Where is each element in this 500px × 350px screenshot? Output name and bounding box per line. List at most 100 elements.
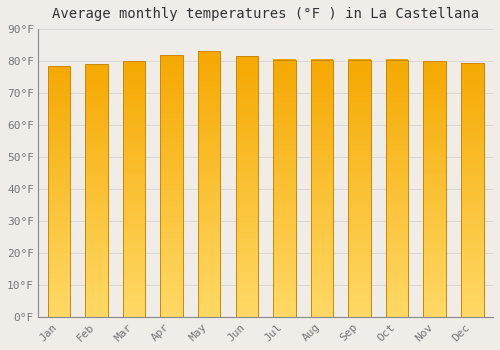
Bar (85, 235, 108, 237)
Bar (85, 186, 108, 187)
Bar (122, 169, 146, 170)
Bar (122, 205, 146, 206)
Bar (85, 85, 108, 86)
Bar (198, 62, 220, 63)
Bar (48, 159, 70, 160)
Bar (348, 312, 371, 314)
Bar (348, 118, 371, 119)
Bar (386, 158, 408, 159)
Bar (310, 209, 334, 210)
Bar (273, 155, 295, 156)
Bar (198, 284, 220, 286)
Bar (160, 210, 183, 211)
Bar (160, 267, 183, 269)
Bar (122, 267, 146, 269)
Bar (160, 110, 183, 111)
Bar (236, 195, 258, 196)
Bar (386, 107, 408, 108)
Bar (198, 212, 220, 214)
Bar (273, 78, 295, 79)
Bar (273, 151, 295, 152)
Bar (273, 201, 295, 203)
Bar (348, 61, 371, 62)
Bar (386, 92, 408, 93)
Bar (198, 214, 220, 215)
Bar (198, 122, 220, 123)
Bar (236, 271, 258, 272)
Bar (160, 169, 183, 170)
Bar (424, 178, 446, 179)
Bar (273, 93, 295, 95)
Bar (310, 114, 334, 115)
Bar (236, 148, 258, 149)
Bar (160, 91, 183, 93)
Bar (160, 257, 183, 258)
Bar (310, 210, 334, 212)
Bar (198, 90, 220, 91)
Bar (122, 97, 146, 98)
Bar (122, 89, 146, 91)
Bar (424, 101, 446, 102)
Bar (85, 286, 108, 287)
Bar (198, 232, 220, 234)
Bar (85, 111, 108, 112)
Bar (386, 190, 408, 191)
Bar (310, 182, 334, 183)
Bar (348, 111, 371, 112)
Bar (122, 151, 146, 152)
Bar (461, 191, 483, 193)
Bar (160, 165, 183, 166)
Bar (198, 175, 220, 176)
Bar (160, 286, 183, 287)
Bar (122, 284, 146, 286)
Bar (348, 222, 371, 223)
Bar (122, 87, 146, 88)
Bar (160, 106, 183, 107)
Bar (424, 139, 446, 141)
Bar (198, 161, 220, 162)
Bar (424, 267, 446, 269)
Bar (198, 181, 220, 182)
Bar (85, 124, 108, 125)
Bar (198, 291, 220, 292)
Bar (273, 288, 295, 289)
Bar (310, 102, 334, 103)
Bar (461, 171, 483, 172)
Bar (48, 192, 70, 193)
Bar (273, 203, 295, 204)
Bar (273, 210, 295, 212)
Bar (273, 280, 295, 281)
Bar (48, 217, 70, 218)
Bar (424, 280, 446, 282)
Bar (236, 76, 258, 77)
Bar (160, 256, 183, 257)
Bar (348, 127, 371, 128)
Bar (273, 79, 295, 80)
Bar (386, 63, 408, 65)
Bar (160, 161, 183, 162)
Bar (48, 288, 70, 290)
Bar (310, 97, 334, 98)
Bar (48, 307, 70, 309)
Bar (273, 231, 295, 232)
Bar (122, 311, 146, 312)
Bar (236, 208, 258, 209)
Bar (386, 155, 408, 156)
Bar (85, 300, 108, 301)
Bar (310, 169, 334, 170)
Bar (310, 93, 334, 95)
Bar (85, 162, 108, 163)
Bar (85, 263, 108, 264)
Bar (198, 102, 220, 103)
Bar (48, 311, 70, 313)
Bar (310, 212, 334, 213)
Bar (48, 267, 70, 268)
Bar (386, 284, 408, 285)
Bar (386, 125, 408, 127)
Bar (386, 250, 408, 252)
Bar (160, 85, 183, 86)
Bar (386, 272, 408, 274)
Bar (310, 128, 334, 129)
Bar (198, 88, 220, 89)
Bar (198, 238, 220, 239)
